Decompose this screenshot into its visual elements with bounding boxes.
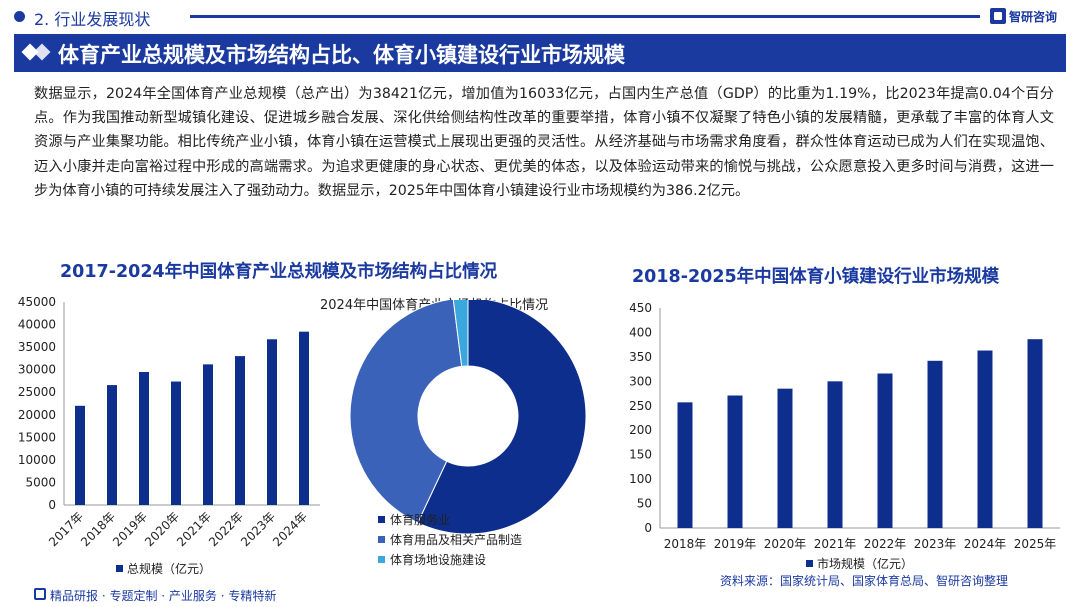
footer: 精品研报 · 专题定制 · 产业服务 · 专精特新	[0, 583, 1080, 607]
x-tick-label: 2022年	[206, 509, 246, 549]
y-tick-label: 400	[629, 325, 652, 339]
bar	[927, 360, 943, 528]
x-tick-label: 2019年	[110, 509, 150, 549]
legend-swatch	[116, 565, 123, 572]
x-tick-label: 2019年	[714, 537, 757, 551]
y-tick-label: 0	[644, 521, 652, 535]
bar	[75, 405, 85, 505]
top-bar: 2. 行业发展现状 智研咨询	[0, 0, 1080, 34]
y-tick-label: 10000	[18, 453, 56, 467]
x-tick-label: 2021年	[814, 537, 857, 551]
x-tick-label: 2023年	[914, 537, 957, 551]
x-tick-label: 2021年	[174, 509, 214, 549]
x-tick-label: 2018年	[78, 509, 118, 549]
y-tick-label: 35000	[18, 340, 56, 354]
logo-icon	[990, 8, 1006, 24]
legend-label: 市场规模（亿元）	[817, 556, 913, 571]
y-tick-label: 0	[48, 498, 56, 512]
chart-title-industry-scale: 2017-2024年中国体育产业总规模及市场结构占比情况	[60, 262, 498, 282]
page-title: 体育产业总规模及市场结构占比、体育小镇建设行业市场规模	[58, 43, 625, 67]
x-tick-label: 2023年	[238, 509, 278, 549]
y-tick-label: 25000	[18, 385, 56, 399]
bar	[267, 339, 277, 505]
logo: 智研咨询	[990, 6, 1057, 26]
legend-swatch	[378, 516, 385, 523]
x-tick-label: 2024年	[270, 509, 310, 549]
bar	[299, 331, 309, 505]
industry-scale-bar-chart: 0 5000 10000 15000 20000 25000 30000 35000 40000…	[18, 295, 320, 576]
y-tick-label: 450	[629, 301, 652, 315]
y-tick-label: 150	[629, 448, 652, 462]
y-tick-label: 45000	[18, 295, 56, 309]
bar	[877, 373, 893, 528]
x-tick-label: 2017年	[46, 509, 86, 549]
legend-label: 总规模（亿元）	[127, 561, 211, 576]
bar	[139, 371, 149, 505]
x-tick-label: 2024年	[964, 537, 1007, 551]
y-tick-label: 40000	[18, 318, 56, 332]
bar	[827, 381, 843, 528]
donut-slice	[452, 300, 469, 367]
y-tick-label: 50	[637, 497, 652, 511]
bar	[235, 356, 245, 505]
bar	[107, 385, 117, 505]
footer-tagline: 精品研报 · 专题定制 · 产业服务 · 专精特新	[50, 589, 277, 603]
x-tick-label: 2018年	[664, 537, 707, 551]
legend-label: 体育服务业	[390, 512, 450, 527]
description-paragraph: 数据显示，2024年全国体育产业总规模（总产出）为38421亿元，增加值为160…	[34, 86, 1054, 199]
y-tick-label: 30000	[18, 363, 56, 377]
source-note: 资料来源：国家统计局、国家体育总局、智研咨询整理	[720, 574, 1009, 588]
legend-swatch	[806, 560, 813, 567]
document-icon	[34, 588, 46, 600]
legend-swatch	[378, 556, 385, 563]
bar	[1027, 339, 1043, 528]
donut-slice	[349, 300, 463, 524]
y-tick-label: 250	[629, 399, 652, 413]
x-tick-label: 2025年	[1014, 537, 1057, 551]
bar	[677, 402, 693, 528]
y-tick-label: 15000	[18, 430, 56, 444]
bar	[171, 381, 181, 505]
diamond-icon	[33, 43, 51, 61]
x-tick-label: 2022年	[864, 537, 907, 551]
bullet-icon	[14, 11, 25, 22]
bar	[777, 388, 793, 528]
x-tick-label: 2020年	[142, 509, 182, 549]
y-tick-label: 100	[629, 472, 652, 486]
donut-slice	[417, 300, 587, 535]
town-scale-bar-chart: 0 50 100 150 200 250 300 350 400 450 2018年 2019年 202…	[629, 301, 1060, 571]
y-tick-label: 20000	[18, 408, 56, 422]
legend-swatch	[378, 536, 385, 543]
y-tick-label: 5000	[25, 475, 56, 489]
divider	[190, 15, 980, 18]
y-tick-label: 350	[629, 350, 652, 364]
section-title: 2. 行业发展现状	[34, 10, 151, 29]
logo-text: 智研咨询	[1009, 9, 1058, 24]
y-tick-label: 200	[629, 423, 652, 437]
legend-label: 体育场地设施建设	[390, 552, 486, 567]
x-tick-label: 2020年	[764, 537, 807, 551]
bar	[203, 364, 213, 505]
legend-label: 体育用品及相关产品制造	[390, 532, 522, 547]
y-tick-label: 300	[629, 374, 652, 388]
title-banner: 体育产业总规模及市场结构占比、体育小镇建设行业市场规模	[14, 34, 1066, 72]
chart-title-town-scale: 2018-2025年中国体育小镇建设行业市场规模	[632, 267, 1000, 287]
bar	[977, 350, 993, 528]
bar	[727, 395, 743, 528]
